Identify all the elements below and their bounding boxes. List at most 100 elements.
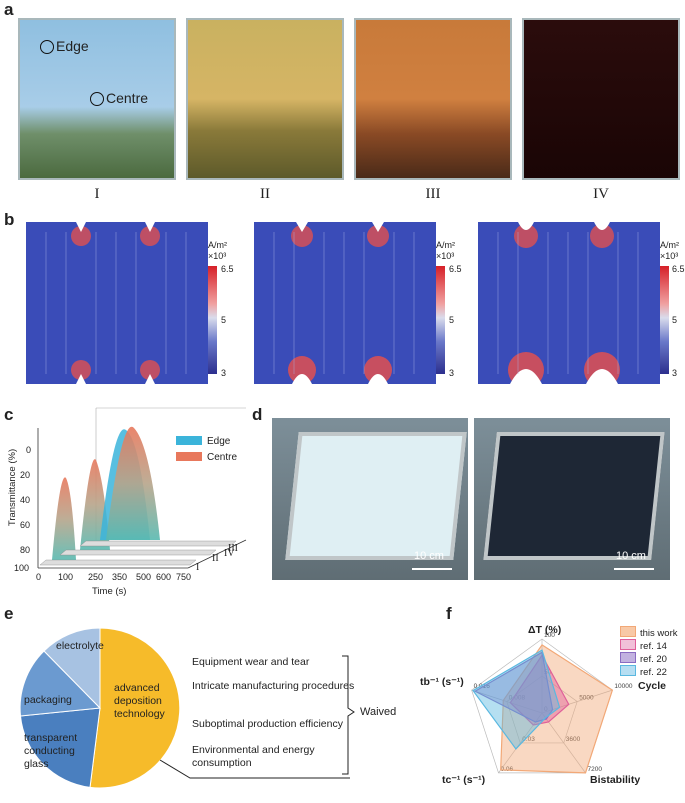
- transmittance-chart: Transmittance (%) 0 20 40 60 80 100 0 10…: [0, 400, 250, 600]
- radar-axis-bistability: Bistability: [590, 774, 641, 786]
- x-axis-label: Time (s): [92, 586, 127, 597]
- x-tick-600: 600: [156, 572, 172, 582]
- y-tick-20: 20: [20, 470, 31, 480]
- pie-label-glass: transparent conducting glass: [24, 732, 78, 770]
- colorbar-mid-1: 5: [221, 315, 227, 325]
- y-tick-0: 0: [26, 445, 32, 455]
- radar-chart: 0 50 100 5000 10000 3600 7200 0.03 0.06 0.008 0.01…: [420, 618, 685, 789]
- panel-label-a: a: [4, 0, 14, 19]
- radar-tick-3-1: 0.06: [501, 766, 514, 773]
- pie-label-deposition: advanced deposition technology: [114, 682, 165, 720]
- large-device-photo-coloured: 10 cm: [474, 418, 670, 580]
- x-tick-0: 0: [36, 572, 42, 582]
- colorbar-unit-1: A/m² ×10³: [208, 240, 227, 261]
- colorbar-min-2: 3: [449, 368, 455, 378]
- edge-label: Edge: [56, 38, 89, 54]
- radar-series-1: [509, 654, 570, 726]
- current-density-map-2: [254, 222, 436, 384]
- depth-tick-4: IV: [224, 548, 235, 559]
- device-photo-2: [186, 18, 344, 180]
- radar-tick-0-2: 100: [544, 632, 555, 639]
- stage-label-4: IV: [593, 186, 609, 202]
- radar-axis-cycle: Cycle: [638, 680, 667, 692]
- centre-label: Centre: [106, 90, 149, 106]
- y-tick-60: 60: [20, 520, 31, 530]
- radar-tick-1-0: 5000: [579, 695, 594, 702]
- scale-bar-right: 10 cm: [616, 550, 646, 562]
- x-tick-250: 250: [88, 572, 104, 582]
- radar-tick-2-0: 3600: [566, 736, 581, 743]
- y-axis-label: Transmittance (%): [7, 448, 19, 527]
- radar-axis-tc: tc⁻¹ (s⁻¹): [442, 774, 486, 786]
- radar-tick-3-0: 0.03: [522, 736, 535, 743]
- y-tick-40: 40: [20, 495, 31, 505]
- colorbar-mid-3: 5: [672, 315, 678, 325]
- stage-label-3: III: [425, 186, 441, 202]
- colorbar-min-3: 3: [672, 368, 678, 378]
- colorbar-unit-2: A/m² ×10³: [436, 240, 455, 261]
- radar-spoke-2: [541, 712, 586, 774]
- legend-ref20: ref. 20: [620, 652, 667, 665]
- colorbar-2: [436, 266, 445, 374]
- panel-label-e: e: [4, 604, 14, 623]
- callout-line: [159, 655, 355, 779]
- radar-tick-4-0: 0.008: [509, 695, 526, 702]
- pie-label-packaging: packaging: [24, 694, 72, 706]
- radar-axis-tb: tb⁻¹ (s⁻¹): [420, 676, 464, 688]
- waived-item-2: Intricate manufacturing procedures: [192, 680, 355, 692]
- waived-item-4: Environmental and energy consumption: [192, 744, 315, 769]
- radar-spoke-3: [498, 712, 543, 774]
- cost-pie-chart: electrolyte packaging transparent conduc…: [10, 618, 190, 798]
- colorbar-max-1: 6.5: [221, 264, 234, 274]
- y-tick-100: 100: [14, 563, 30, 573]
- colorbar-max-3: 6.5: [672, 264, 685, 274]
- large-device-photo-bleached: 10 cm: [272, 418, 468, 580]
- legend-edge: Edge: [176, 436, 230, 447]
- radar-spoke-1: [541, 689, 613, 714]
- stage-label-1: I: [94, 186, 100, 202]
- depth-tick-3: III: [228, 543, 238, 554]
- depth-tick-1: I: [196, 562, 200, 573]
- x-tick-500: 500: [136, 572, 152, 582]
- depth-tick-2: II: [212, 553, 219, 564]
- radar-series-3: [472, 649, 561, 750]
- panel-label-f: f: [446, 604, 452, 623]
- pie-label-electrolyte: electrolyte: [56, 640, 104, 652]
- device-photo-4: [522, 18, 680, 180]
- waived-item-3: Suboptimal production efficiency: [192, 718, 343, 730]
- radar-spoke-4: [471, 689, 543, 714]
- legend-centre: Centre: [176, 452, 237, 463]
- waived-item-1: Equipment wear and tear: [192, 656, 310, 668]
- radar-tick-1-1: 10000: [614, 683, 632, 690]
- stage-label-2: II: [260, 186, 270, 202]
- x-tick-100: 100: [58, 572, 74, 582]
- colorbar-3: [660, 266, 669, 374]
- panel-label-b: b: [4, 210, 15, 229]
- centre-marker: [90, 92, 104, 106]
- radar-tick-0-0: 0: [544, 706, 548, 713]
- colorbar-max-2: 6.5: [449, 264, 462, 274]
- colorbar-min-1: 3: [221, 368, 227, 378]
- waived-label: Waived: [360, 706, 397, 718]
- edge-marker: [40, 40, 54, 54]
- legend-this-work: this work: [620, 626, 677, 639]
- colorbar-unit-3: A/m² ×10³: [660, 240, 679, 261]
- radar-tick-2-1: 7200: [587, 766, 602, 773]
- current-density-map-1: [26, 222, 208, 384]
- legend-ref14: ref. 14: [620, 639, 667, 652]
- device-photo-3: [354, 18, 512, 180]
- panel-label-c: c: [4, 405, 14, 424]
- colorbar-1: [208, 266, 217, 374]
- radar-tick-0-1: 50: [544, 669, 552, 676]
- scale-bar-left: 10 cm: [414, 550, 444, 562]
- colorbar-mid-2: 5: [449, 315, 455, 325]
- x-tick-350: 350: [112, 572, 128, 582]
- device-photo-1: Edge Centre: [18, 18, 176, 180]
- radar-series-2: [473, 651, 554, 723]
- radar-axis-dt: ΔT (%): [528, 624, 562, 636]
- radar-grid-1: [471, 638, 613, 774]
- y-tick-80: 80: [20, 545, 31, 555]
- radar-grid-0: [506, 675, 578, 744]
- x-tick-750: 750: [176, 572, 192, 582]
- current-density-map-3: [478, 222, 660, 388]
